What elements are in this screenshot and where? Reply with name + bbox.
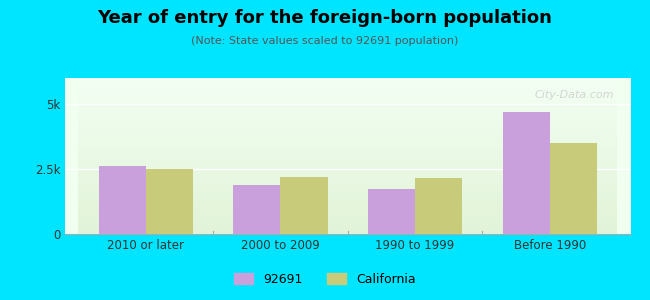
Text: (Note: State values scaled to 92691 population): (Note: State values scaled to 92691 popu… — [191, 36, 459, 46]
Bar — [233, 184, 280, 234]
Legend: 92691, California: 92691, California — [229, 268, 421, 291]
Text: Year of entry for the foreign-born population: Year of entry for the foreign-born popul… — [98, 9, 552, 27]
Bar — [99, 167, 146, 234]
Bar — [415, 178, 462, 234]
Bar — [368, 188, 415, 234]
Bar — [146, 169, 193, 234]
Text: City-Data.com: City-Data.com — [534, 91, 614, 100]
Bar — [280, 177, 328, 234]
Bar — [550, 143, 597, 234]
Bar — [502, 112, 550, 234]
